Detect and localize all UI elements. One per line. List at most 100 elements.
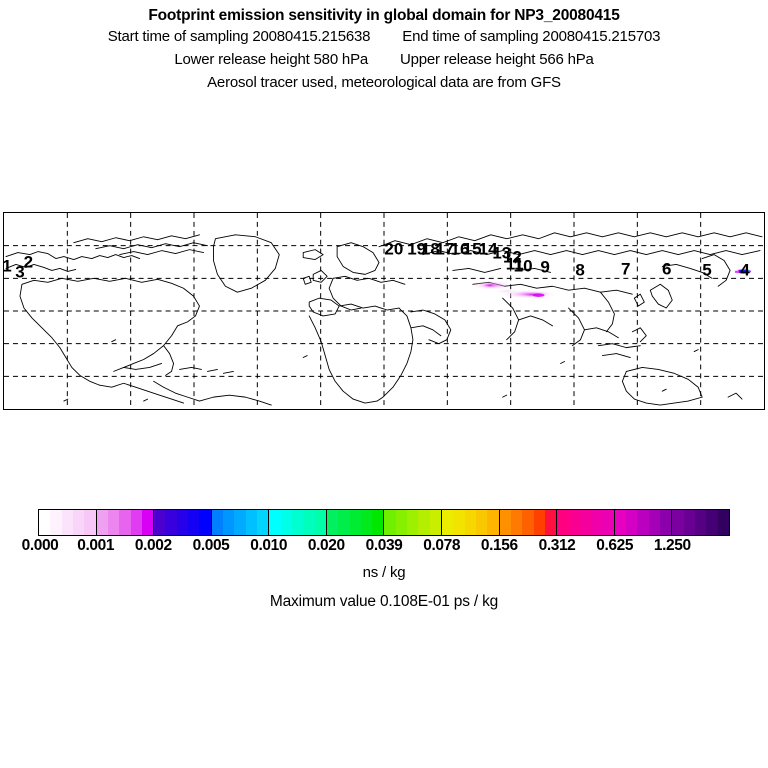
- colorbar-band: [475, 510, 488, 535]
- trajectory-hour-label: 5: [702, 260, 712, 280]
- colorbar-segment: [384, 510, 443, 535]
- trajectory-hour-label: 13: [492, 243, 512, 263]
- trajectory-hour-label: 20: [384, 239, 404, 259]
- colorbar-segment: [269, 510, 327, 535]
- colorbar-band: [176, 510, 189, 535]
- header-block: Footprint emission sensitivity in global…: [0, 0, 768, 94]
- colorbar-band: [61, 510, 73, 535]
- colorbar-band: [39, 510, 51, 535]
- colorbar-band: [694, 510, 707, 535]
- map-gridlines: [4, 213, 764, 409]
- trajectory-hour-label: 1: [3, 256, 12, 276]
- colorbar-band: [349, 510, 361, 535]
- colorbar-band: [418, 510, 430, 535]
- trajectory-hour-label: 6: [661, 259, 672, 279]
- colorbar-band: [487, 510, 499, 535]
- colorbar-band: [50, 510, 62, 535]
- colorbar-band: [188, 510, 200, 535]
- trajectory-hour-label: 11: [505, 254, 524, 274]
- colorbar-band: [637, 510, 649, 535]
- start-time-label: Start time of sampling 20080415.215638: [107, 28, 371, 45]
- colorbar-segment: [326, 510, 385, 535]
- colorbar-band: [591, 510, 603, 535]
- trajectory-hour-label: 2: [23, 252, 34, 272]
- colorbar-tick: 0.005: [192, 537, 230, 554]
- colorbar-band: [499, 510, 511, 535]
- upper-release-height-label: Upper release height 566 hPa: [399, 51, 594, 68]
- colorbar-band: [314, 510, 326, 535]
- colorbar-band: [338, 510, 350, 535]
- colorbar-tick: 0.010: [250, 537, 288, 554]
- maximum-value-label: Maximum value 0.108E-01 ps / kg: [269, 593, 499, 610]
- colorbar-band: [245, 510, 257, 535]
- trajectory-hour-label: 14: [478, 239, 498, 259]
- colorbar-segment: [211, 510, 270, 535]
- trajectory-hour-label: 16: [450, 239, 470, 259]
- sampling-times-line: Start time of sampling 20080415.215638 E…: [0, 25, 768, 48]
- colorbar-band: [648, 510, 661, 535]
- tracer-meteo-label: Aerosol tracer used, meteorological data…: [207, 74, 561, 91]
- colorbar-band: [568, 510, 580, 535]
- colorbar-tick: 0.156: [480, 537, 518, 554]
- colorbar-band: [384, 510, 396, 535]
- colorbar-band: [706, 510, 718, 535]
- colorbar-band: [626, 510, 638, 535]
- colorbar-segment: [557, 510, 615, 535]
- colorbar-tick-labels: 0.000 0.001 0.002 0.005 0.010 0.020 0.039 0.078…: [22, 537, 730, 557]
- trajectory-hour-label: 19: [407, 239, 427, 259]
- colorbar-band: [303, 510, 315, 535]
- colorbar-segment: [96, 510, 155, 535]
- colorbar-tick: 0.000: [21, 537, 59, 554]
- colorbar-band: [256, 510, 269, 535]
- colorbar-band: [614, 510, 627, 535]
- colorbar-tick: 0.625: [596, 537, 634, 554]
- colorbar-band: [269, 510, 281, 535]
- colorbar-band: [326, 510, 339, 535]
- colorbar-tick: 0.312: [538, 537, 576, 554]
- colorbar-band: [165, 510, 177, 535]
- colorbar-band: [130, 510, 142, 535]
- colorbar-band: [557, 510, 569, 535]
- colorbar-band: [672, 510, 684, 535]
- colorbar-band: [442, 510, 454, 535]
- release-heights-line: Lower release height 580 hPa Upper relea…: [0, 48, 768, 71]
- colorbar-tick: 0.039: [365, 537, 403, 554]
- end-time-label: End time of sampling 20080415.215703: [402, 28, 661, 45]
- map-inner: 1 2 3 20 19 18 17 16 15 14 13 12 11 10 9 8 7 6 5 4: [4, 213, 764, 409]
- colorbar-band: [395, 510, 408, 535]
- colorbar-tick: 0.001: [77, 537, 115, 554]
- colorbar-segment: [442, 510, 500, 535]
- colorbar-band: [579, 510, 592, 535]
- colorbar-band: [464, 510, 476, 535]
- colorbar-band: [372, 510, 384, 535]
- colorbar-segment: [154, 510, 212, 535]
- colorbar-band: [453, 510, 465, 535]
- colorbar-segment: [672, 510, 729, 535]
- map-coastlines: [5, 232, 763, 406]
- trajectory-hour-label: 18: [420, 239, 440, 259]
- colorbar-tick: 1.250: [653, 537, 691, 554]
- map-panel: 1 2 3 20 19 18 17 16 15 14 13 12 11 10 9 8 7 6 5 4: [3, 212, 765, 410]
- trajectory-hour-label: 4: [740, 260, 750, 280]
- colorbar-tick: 0.078: [423, 537, 461, 554]
- trajectory-hour-label: 10: [513, 256, 533, 276]
- colorbar-band: [141, 510, 154, 535]
- colorbar-segment: [499, 510, 558, 535]
- colorbar-band: [211, 510, 224, 535]
- trajectory-hour-label: 9: [540, 257, 550, 277]
- trajectory-hour-label: 8: [575, 260, 585, 280]
- colorbar-band: [660, 510, 672, 535]
- colorbar-tick: 0.020: [307, 537, 345, 554]
- colorbar-band: [96, 510, 108, 535]
- colorbar-band: [429, 510, 442, 535]
- page-title: Footprint emission sensitivity in global…: [148, 7, 620, 24]
- trajectory-hour-label: 12: [502, 247, 522, 266]
- colorbar-band: [544, 510, 557, 535]
- colorbar-gradient: [38, 509, 730, 536]
- trajectory-hour-label: 7: [620, 259, 631, 279]
- colorbar-band: [717, 510, 729, 535]
- colorbar-segment: [39, 510, 97, 535]
- colorbar-band: [360, 510, 373, 535]
- colorbar-band: [223, 510, 235, 535]
- colorbar-segment: [614, 510, 673, 535]
